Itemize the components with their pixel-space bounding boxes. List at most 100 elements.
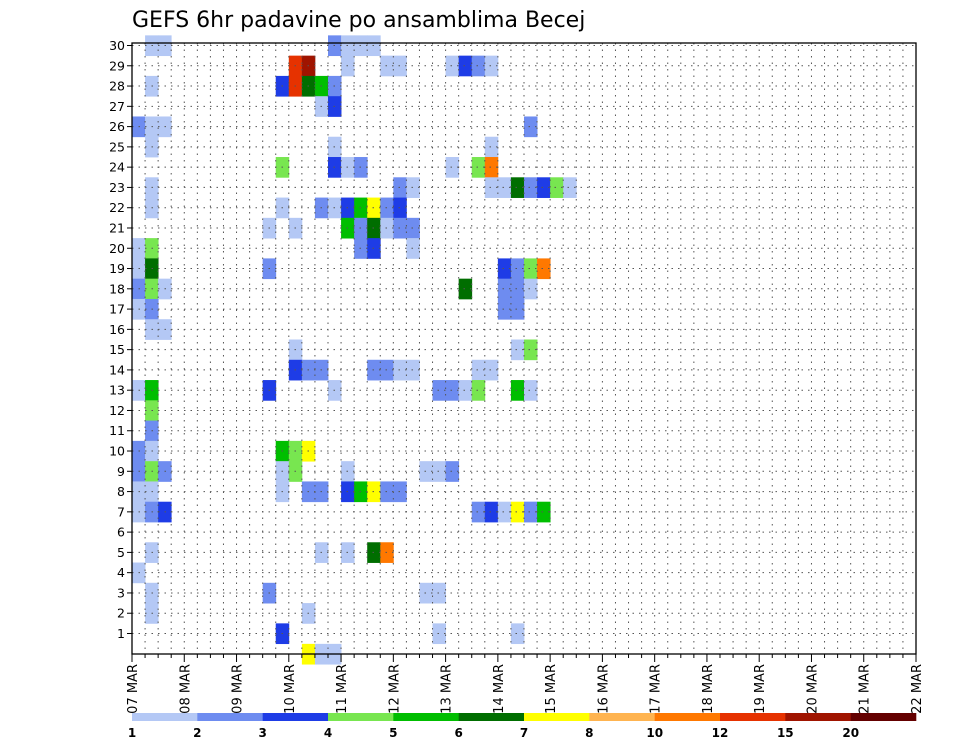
colorbar-swatch [589,713,655,721]
heatmap-cell [393,177,407,198]
colorbar: 1 2 3 4 5 6 7 8 10 12 15 20 [128,713,917,740]
y-tick-label: 20 [109,241,125,256]
colorbar-label: 7 [520,726,528,740]
heatmap-cell [458,55,473,77]
heatmap-cell [393,197,407,219]
heatmap-cell [445,157,460,178]
colorbar-label: 20 [842,726,859,740]
colorbar-swatch [785,713,851,721]
heatmap-cell [393,481,407,503]
y-tick-label: 13 [109,383,125,398]
colorbar-label: 1 [128,726,136,740]
heatmap-cell [432,582,446,604]
heatmap-cell [524,278,538,300]
colorbar-swatch [850,713,917,721]
colorbar-swatch [524,713,590,721]
y-tick-label: 29 [109,58,125,73]
colorbar-label: 4 [324,726,332,740]
heatmap-cell [406,177,420,198]
heatmap-cell [471,380,486,401]
heatmap-cell [419,461,433,482]
colorbar-label: 3 [259,726,267,740]
heatmap-cell [406,217,420,239]
heatmap-cell [380,55,394,77]
heatmap-cell [510,278,525,300]
heatmap-cell [497,501,512,523]
colorbar-swatch [720,713,786,721]
heatmap-cell [497,278,512,300]
heatmap-cell [510,339,525,361]
colorbar-swatch [393,713,459,721]
x-axis: 07 MAR 08 MAR 09 MAR 10 MAR 11 MAR 12 MAR 13 M… [126,654,925,714]
y-tick-label: 10 [109,444,125,459]
heatmap-cell [537,177,551,198]
heatmap-cell [510,623,525,645]
colorbar-label: 2 [193,726,201,740]
colorbar-swatch [262,713,329,721]
heatmap-cell [524,501,538,523]
y-tick-label: 27 [109,99,125,114]
heatmap-cell [471,501,486,523]
heatmap-cell [406,238,420,259]
heatmap-cell [510,380,525,401]
heatmap-cell [510,258,525,280]
heatmap-cell [445,461,460,482]
colorbar-label: 5 [389,726,397,740]
heatmap-cell [432,623,446,645]
y-tick-label: 25 [109,139,125,154]
colorbar-label: 6 [455,726,463,740]
heatmap-cell [484,157,499,178]
colorbar-label: 8 [585,726,593,740]
y-tick-label: 28 [109,79,125,94]
heatmap-cell [458,278,473,300]
colorbar-label: 15 [777,726,794,740]
heatmap-cell [497,298,512,320]
colorbar-swatch [328,713,394,721]
colorbar-swatch [197,713,263,721]
heatmap-cell [380,359,394,381]
y-tick-label: 17 [109,302,125,317]
heatmap-cell [524,339,538,361]
colorbar-label: 10 [646,726,663,740]
heatmap-cell [484,136,499,158]
heatmap-cell [445,380,460,401]
colorbar-swatch [132,713,198,721]
heatmap-cell [471,359,486,381]
heatmap-cell [484,55,499,77]
y-tick-label: 19 [109,261,125,276]
y-tick-label: 11 [109,423,125,438]
heatmap-cell [432,461,446,482]
heatmap-cell [510,501,525,523]
heatmap-cell [458,380,473,401]
heatmap-cell [524,258,538,280]
heatmap-cell [380,481,394,503]
x-tick-label: 18 MAR [701,664,716,714]
y-tick-label: 30 [109,38,125,53]
x-tick-label: 12 MAR [387,664,402,714]
heatmap-cell [393,359,407,381]
colorbar-swatch [654,713,721,721]
heatmap-cell [537,258,551,280]
heatmap-cell [524,116,538,138]
y-tick-label: 12 [109,403,125,418]
heatmap-cell [471,157,486,178]
y-tick-label: 15 [109,342,125,357]
heatmap-cell [524,177,538,198]
y-tick-label: 23 [109,180,125,195]
heatmap-cell [524,380,538,401]
x-tick-label: 15 MAR [544,664,559,714]
y-tick-label: 1 [117,626,125,641]
heatmap-cell [471,55,486,77]
grid-lines [132,43,916,654]
heatmap-cell [484,501,499,523]
heatmap-cell [497,258,512,280]
y-tick-label: 3 [117,585,125,600]
colorbar-label: 12 [712,726,729,740]
y-tick-label: 16 [109,322,125,337]
chart-title: GEFS 6hr padavine po ansamblima Becej [132,8,585,33]
y-tick-label: 2 [117,606,125,621]
heatmap-cell [380,217,394,239]
y-tick-label: 18 [109,281,125,296]
heatmap-cell [380,542,394,563]
x-tick-label: 14 MAR [492,664,507,714]
